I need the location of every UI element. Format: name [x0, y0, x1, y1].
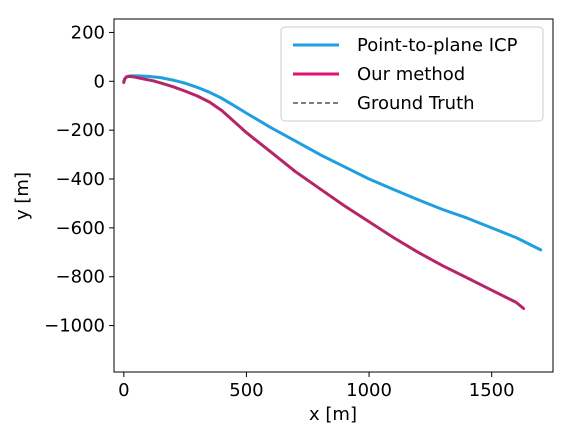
- legend-label-1: Our method: [357, 64, 465, 85]
- plot-frame: [113, 18, 554, 373]
- y-tick-label: 0: [94, 71, 105, 92]
- y-tick-label: −200: [56, 120, 105, 141]
- y-tick-label: 200: [71, 22, 105, 43]
- y-tick-label: −600: [56, 218, 105, 239]
- series-line-0: [122, 74, 543, 252]
- series-layer: [122, 74, 543, 310]
- x-tick-label: 0: [118, 380, 129, 401]
- legend: Point-to-plane ICP Our method Ground Truth: [280, 26, 544, 122]
- legend-label-0: Point-to-plane ICP: [357, 35, 518, 56]
- y-tick-label: −1000: [44, 316, 105, 337]
- x-tick-label: 1500: [469, 380, 515, 401]
- series-line-2: [123, 75, 525, 310]
- x-tick-label: 1000: [346, 380, 392, 401]
- y-tick-label: −400: [56, 169, 105, 190]
- legend-label-2: Ground Truth: [357, 93, 475, 114]
- x-tick-label: 500: [229, 380, 263, 401]
- x-axis-title: x [m]: [309, 404, 357, 424]
- y-axis-title: y [m]: [12, 172, 33, 220]
- y-tick-label: −800: [56, 267, 105, 288]
- legend-box: [280, 26, 544, 122]
